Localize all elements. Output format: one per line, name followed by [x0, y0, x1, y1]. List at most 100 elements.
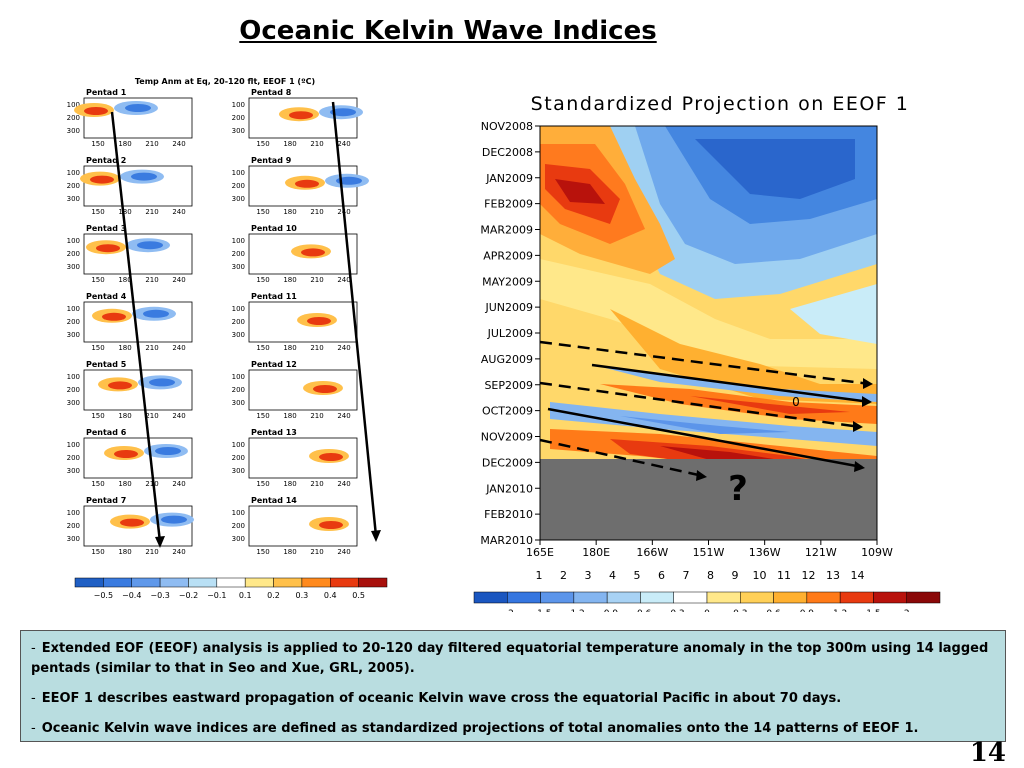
lon-tick: 180 — [118, 140, 131, 148]
pentad-index-label: 11 — [777, 569, 791, 582]
pentad-panel-frame — [83, 369, 193, 411]
depth-tick: 300 — [232, 331, 245, 339]
x-tick-label: 109W — [861, 546, 893, 559]
lon-tick: 180 — [118, 344, 131, 352]
colorbar-swatch — [273, 577, 303, 588]
warm-core — [313, 385, 337, 393]
x-tick-label: 136W — [749, 546, 781, 559]
depth-tick: 300 — [67, 195, 80, 203]
pentad-index-label: 8 — [707, 569, 714, 582]
lon-tick: 150 — [91, 344, 104, 352]
lon-tick: 210 — [310, 140, 323, 148]
warm-core — [108, 381, 132, 390]
pentad-index-label: 5 — [634, 569, 641, 582]
depth-tick: 300 — [232, 263, 245, 271]
colorbar-swatch — [906, 591, 941, 604]
pentad-label: Pentad 3 — [86, 224, 126, 233]
colorbar-label: 0.4 — [324, 591, 337, 600]
depth-tick: 200 — [232, 318, 245, 326]
lon-tick: 210 — [310, 480, 323, 488]
lon-tick: 240 — [337, 140, 350, 148]
lon-tick: 180 — [283, 412, 296, 420]
bullet-3: - Oceanic Kelvin wave indices are defined… — [31, 721, 919, 736]
pentad-figure: Temp Anm at Eq, 20-120 flt, EEOF 1 (ºC) … — [67, 77, 388, 600]
warm-core — [84, 107, 108, 115]
colorbar-swatch — [806, 591, 841, 604]
colorbar-label: −0.9 — [596, 609, 618, 612]
colorbar-swatch — [74, 577, 104, 588]
colorbar-label: −0.4 — [122, 591, 141, 600]
pentad-index-label: 4 — [609, 569, 616, 582]
lon-tick: 150 — [256, 208, 269, 216]
pentad-figure-header: Temp Anm at Eq, 20-120 flt, EEOF 1 (ºC) — [135, 77, 315, 86]
depth-tick: 200 — [232, 522, 245, 530]
y-tick-label: NOV2009 — [481, 431, 533, 444]
y-tick-label: AUG2009 — [481, 353, 533, 366]
depth-tick: 100 — [67, 441, 80, 449]
pentad-colorbar: −0.5 −0.4 −0.3 −0.2 −0.1 0.1 0.2 0.3 0.4 0.5 — [74, 577, 388, 600]
colorbar-swatch — [839, 591, 874, 604]
lon-tick: 180 — [283, 548, 296, 556]
depth-tick: 300 — [67, 127, 80, 135]
lon-tick: 150 — [256, 548, 269, 556]
depth-tick: 300 — [232, 195, 245, 203]
pentad-grid: Pentad 1 100 200 300 150 180 210 240 Pentad 2 100… — [67, 88, 369, 556]
pentad-panel-frame — [83, 437, 193, 479]
depth-tick: 200 — [232, 386, 245, 394]
depth-tick: 100 — [67, 237, 80, 245]
bullet-2: - EEOF 1 describes eastward propagation o… — [31, 691, 842, 706]
y-tick-label: JAN2010 — [485, 482, 533, 495]
warm-core — [307, 317, 331, 325]
depth-tick: 200 — [232, 250, 245, 258]
cold-core — [143, 309, 169, 318]
pentad-index-label: 3 — [585, 569, 592, 582]
pentad-label: Pentad 11 — [251, 292, 297, 301]
lon-tick: 150 — [256, 480, 269, 488]
pentad-label: Pentad 13 — [251, 428, 297, 437]
depth-tick: 100 — [67, 305, 80, 313]
warm-core — [102, 312, 126, 321]
lon-tick: 150 — [91, 276, 104, 284]
colorbar-swatch — [159, 577, 189, 588]
pentad-index-label: 6 — [658, 569, 665, 582]
lon-tick: 180 — [283, 480, 296, 488]
warm-core — [319, 521, 343, 529]
hovmoller-field — [540, 126, 877, 540]
depth-tick: 200 — [67, 250, 80, 258]
warm-core — [114, 450, 138, 458]
pentad-label: Pentad 7 — [86, 496, 126, 505]
lon-tick: 180 — [283, 208, 296, 216]
x-tick-label: 166W — [636, 546, 668, 559]
lon-tick: 150 — [91, 140, 104, 148]
lon-tick: 150 — [91, 548, 104, 556]
pentad-label: Pentad 10 — [251, 224, 297, 233]
colorbar-label: 0.9 — [800, 609, 815, 612]
depth-tick: 200 — [67, 114, 80, 122]
colorbar-swatch — [301, 577, 331, 588]
cold-core — [125, 104, 151, 112]
lon-tick: 180 — [283, 276, 296, 284]
pentad-index-label: 12 — [802, 569, 816, 582]
depth-tick: 200 — [67, 386, 80, 394]
lon-tick: 210 — [145, 412, 158, 420]
hovmoller-x-axis: 165E 180E 166W 151W 136W 121W 109W — [526, 540, 893, 559]
depth-tick: 200 — [232, 114, 245, 122]
lon-tick: 240 — [172, 140, 185, 148]
warm-core — [120, 518, 144, 527]
colorbar-swatch — [606, 591, 641, 604]
colorbar-swatch — [103, 577, 132, 588]
lon-tick: 210 — [145, 140, 158, 148]
colorbar-label: −0.2 — [179, 591, 198, 600]
lon-tick: 210 — [310, 412, 323, 420]
pentad-index-label: 13 — [826, 569, 840, 582]
colorbar-swatch — [673, 591, 708, 604]
lon-tick: 210 — [310, 276, 323, 284]
colorbar-label: 0.6 — [766, 609, 781, 612]
lon-tick: 180 — [283, 344, 296, 352]
y-tick-label: OCT2009 — [482, 405, 533, 418]
warm-core — [319, 453, 343, 461]
pentad-label: Pentad 5 — [86, 360, 127, 369]
cold-core — [161, 515, 187, 524]
depth-tick: 300 — [232, 467, 245, 475]
lon-tick: 150 — [91, 480, 104, 488]
